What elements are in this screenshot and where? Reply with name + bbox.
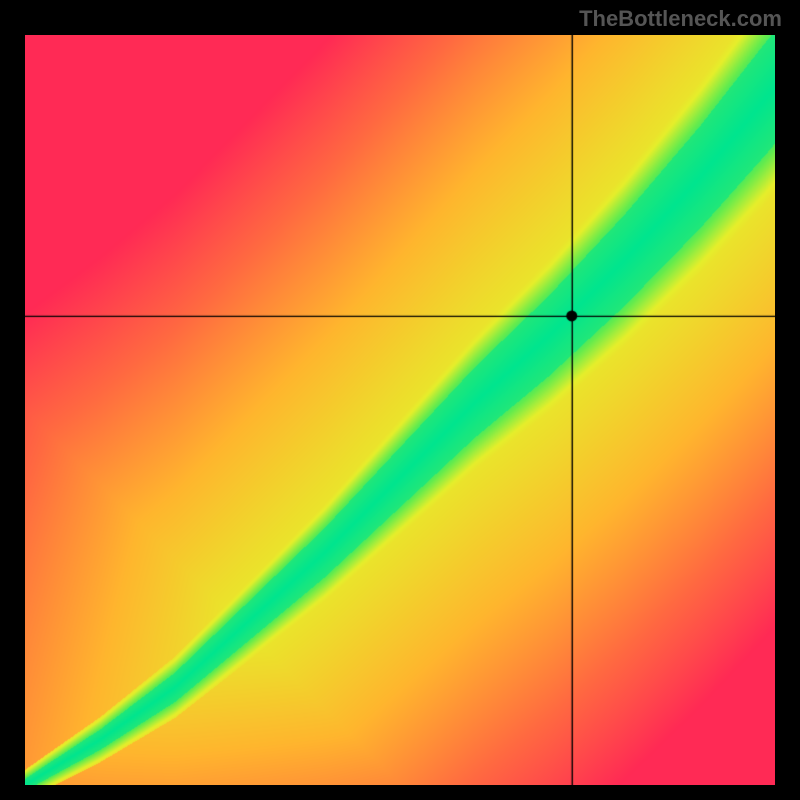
heatmap-plot — [25, 35, 775, 785]
chart-container: TheBottleneck.com — [0, 0, 800, 800]
heatmap-canvas — [25, 35, 775, 785]
watermark-text: TheBottleneck.com — [579, 6, 782, 32]
